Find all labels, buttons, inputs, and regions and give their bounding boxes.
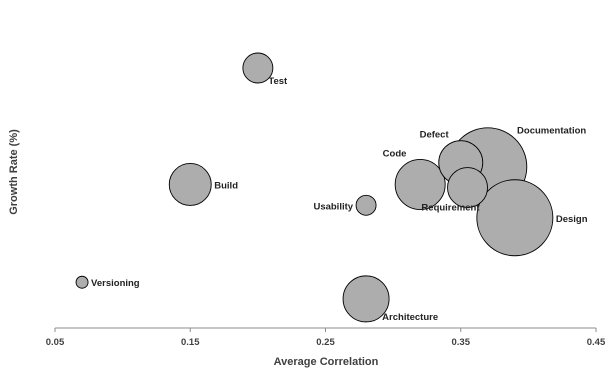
- bubble-label-documentation: Documentation: [517, 126, 586, 137]
- bubble-design: [476, 179, 554, 257]
- bubble-versioning: [75, 275, 89, 289]
- x-tick-label: 0.25: [316, 337, 335, 348]
- bubble-label-test: Test: [268, 76, 288, 87]
- x-tick-label: 0.05: [46, 337, 65, 348]
- y-axis-title: Growth Rate (%): [8, 129, 20, 215]
- bubble-label-versioning: Versioning: [91, 278, 140, 289]
- bubble-label-defect: Defect: [420, 130, 450, 141]
- bubble-usability: [355, 194, 377, 216]
- x-tick-label: 0.35: [452, 337, 471, 348]
- bubble-label-architecture: Architecture: [382, 312, 438, 323]
- bubble-architecture: [342, 275, 390, 323]
- x-tick-label: 0.45: [587, 337, 606, 348]
- tick-label-layer: -10-5051015200.050.150.250.350.45: [46, 337, 606, 348]
- bubble-label-requirement: Requirement: [421, 203, 480, 214]
- bubble-label-design: Design: [556, 214, 588, 225]
- bubble-build: [168, 163, 212, 206]
- bubble-label-layer: Documentation Design Requirement Code Defect…: [91, 76, 588, 323]
- bubble-layer: [75, 52, 554, 323]
- bubble-label-build: Build: [214, 180, 238, 191]
- bubble-label-code: Code: [383, 148, 407, 159]
- bubble-label-usability: Usability: [313, 201, 353, 212]
- x-axis-title: Average Correlation: [274, 356, 379, 368]
- x-tick-label: 0.15: [181, 337, 200, 348]
- chart-axes: [54, 327, 597, 332]
- bubble-requirement: [447, 167, 488, 209]
- bubble-code: [394, 159, 446, 210]
- bubble-test: [242, 52, 274, 84]
